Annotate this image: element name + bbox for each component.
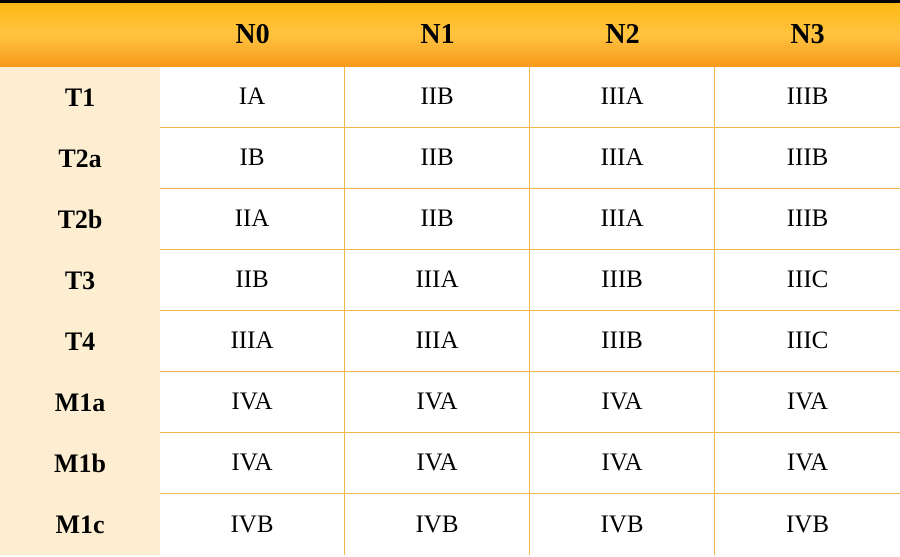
table-cell: IVA [345, 433, 530, 494]
row-label: T4 [0, 311, 160, 372]
table-cell: IVB [530, 494, 715, 555]
table-cell: IVB [160, 494, 345, 555]
table-cell: IIIA [530, 67, 715, 128]
row-label: T3 [0, 250, 160, 311]
staging-table: N0 N1 N2 N3 T1 IA IIB IIIA IIIB T2a IB I… [0, 0, 900, 557]
table-row: M1b IVA IVA IVA IVA [0, 433, 900, 494]
table-cell: IA [160, 67, 345, 128]
column-header: N0 [160, 3, 345, 67]
table-cell: IIIC [715, 311, 900, 372]
table-row: T1 IA IIB IIIA IIIB [0, 67, 900, 128]
row-label: M1b [0, 433, 160, 494]
row-label: M1c [0, 494, 160, 555]
table-cell: IVA [345, 372, 530, 433]
table-cell: IVA [530, 433, 715, 494]
table-cell: IVA [160, 433, 345, 494]
table-cell: IIIA [160, 311, 345, 372]
table-cell: IVB [715, 494, 900, 555]
table-cell: IIB [345, 128, 530, 189]
row-label: T2a [0, 128, 160, 189]
table-cell: IIB [160, 250, 345, 311]
table-cell: IIIB [530, 311, 715, 372]
header-stub [0, 3, 160, 67]
table-row: T4 IIIA IIIA IIIB IIIC [0, 311, 900, 372]
row-label: T1 [0, 67, 160, 128]
table-cell: IVA [160, 372, 345, 433]
table-cell: IVA [715, 433, 900, 494]
table-row: T3 IIB IIIA IIIB IIIC [0, 250, 900, 311]
table-cell: IB [160, 128, 345, 189]
table-cell: IIIB [715, 128, 900, 189]
table-cell: IIB [345, 67, 530, 128]
column-header: N3 [715, 3, 900, 67]
table-cell: IVA [715, 372, 900, 433]
table-row: T2a IB IIB IIIA IIIB [0, 128, 900, 189]
row-label: T2b [0, 189, 160, 250]
table-cell: IIIB [530, 250, 715, 311]
table-row: M1a IVA IVA IVA IVA [0, 372, 900, 433]
table-cell: IIIA [530, 128, 715, 189]
table-cell: IIA [160, 189, 345, 250]
table-row: T2b IIA IIB IIIA IIIB [0, 189, 900, 250]
table-cell: IIB [345, 189, 530, 250]
table-cell: IIIA [345, 250, 530, 311]
table-cell: IIIB [715, 189, 900, 250]
table-header-row: N0 N1 N2 N3 [0, 3, 900, 67]
column-header: N2 [530, 3, 715, 67]
column-header: N1 [345, 3, 530, 67]
table-row: M1c IVB IVB IVB IVB [0, 494, 900, 555]
table-cell: IVA [530, 372, 715, 433]
table-cell: IIIA [530, 189, 715, 250]
row-label: M1a [0, 372, 160, 433]
table-cell: IIIB [715, 67, 900, 128]
table-cell: IIIA [345, 311, 530, 372]
table-cell: IVB [345, 494, 530, 555]
table-cell: IIIC [715, 250, 900, 311]
